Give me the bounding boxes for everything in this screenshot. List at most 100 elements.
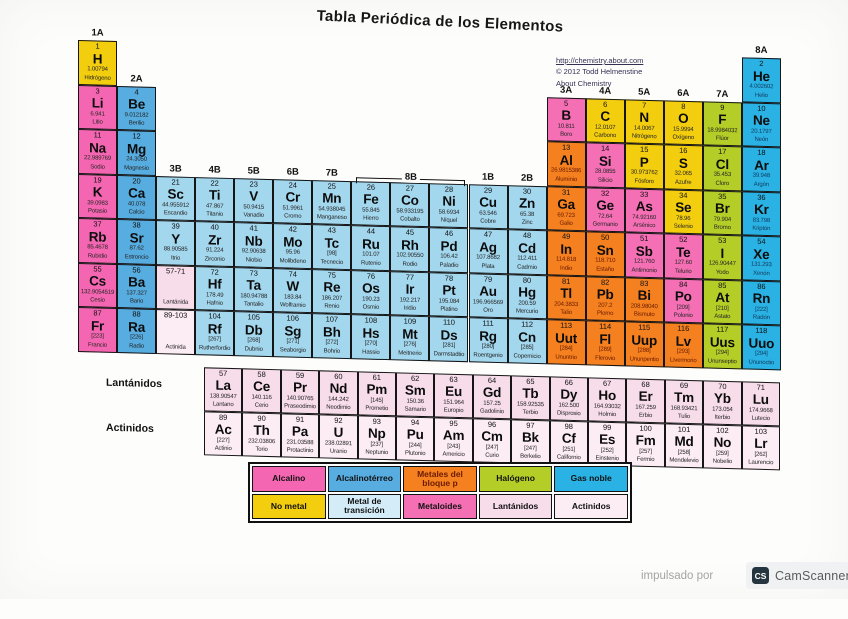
legend-item-lantanido: Lantánidos (478, 493, 553, 519)
atomic-number: 89 (219, 412, 228, 422)
atomic-number: 23 (249, 178, 258, 189)
atomic-mass: [284] (559, 345, 573, 352)
element-name: Wolframio (280, 302, 306, 309)
element-Hs: 108 Hs [270] Hassio (351, 314, 391, 360)
atomic-number: 73 (249, 267, 258, 278)
atomic-mass: 157.25 (483, 400, 501, 407)
atomic-mass: 137.327 (126, 289, 147, 297)
atomic-number: 113 (560, 320, 573, 330)
element-symbol: H (92, 50, 103, 67)
atomic-number: 97 (526, 420, 535, 430)
element-Cs: 55 Cs 132.9054519 Cesio (78, 262, 118, 309)
element-Ni: 28 Ni 58.6934 Níquel (429, 182, 469, 229)
element-symbol: Lv (675, 333, 691, 349)
color-legend: Alcalino Alcalinotérreo Metales del bloque… (248, 462, 632, 523)
element-symbol: Nb (244, 232, 263, 249)
atomic-number: 4 (134, 86, 139, 97)
atomic-mass: 63.546 (479, 210, 497, 217)
element-symbol: Uuo (748, 335, 775, 351)
element-Rf: 104 Rf [267] Rutherfordio (195, 310, 235, 356)
atomic-number: 41 (249, 223, 258, 233)
element-Pb: 82 Pb 207.2 Plomo (585, 275, 625, 322)
element-As: 33 As 74.92160 Arsénico (624, 187, 664, 234)
element-Sm: 62 Sm 150.36 Samario (396, 372, 435, 418)
atomic-mass: 10.811 (557, 123, 575, 130)
atomic-number: 64 (487, 375, 497, 385)
element-symbol: Te (676, 244, 691, 260)
element-symbol: Mo (283, 233, 303, 250)
element-symbol: K (92, 184, 103, 200)
atomic-number: 68 (641, 379, 650, 389)
atomic-mass: 232.03806 (248, 438, 276, 445)
element-symbol: Dy (560, 386, 578, 403)
atomic-mass: [251] (562, 446, 576, 453)
element-symbol: Ga (557, 196, 575, 213)
element-name: Paladio (439, 261, 459, 269)
atomic-mass: [294] (755, 350, 768, 358)
atomic-number: 19 (93, 174, 102, 185)
element-name: Oxígeno (672, 134, 695, 142)
element-symbol: O (678, 110, 689, 126)
atomic-number: 69 (679, 380, 689, 390)
element-Cd: 48 Cd 112.411 Cadmio (507, 229, 547, 275)
atomic-mass: 173.054 (712, 406, 733, 413)
atomic-number: 11 (93, 130, 102, 140)
atomic-mass: 83.798 (752, 217, 771, 224)
element-Sc: 21 Sc 44.955912 Escandio (156, 175, 196, 222)
element-symbol: Uup (631, 331, 658, 348)
atomic-number: 5 (564, 98, 569, 108)
atomic-mass: [259] (716, 450, 729, 457)
atomic-number: 74 (288, 269, 297, 279)
element-Fe: 26 Fe 55.845 Hierro (351, 180, 391, 227)
atomic-mass: 28.0855 (594, 168, 616, 176)
element-name: Plutonio (404, 450, 426, 458)
atomic-number: 118 (755, 325, 768, 336)
atomic-number: 71 (756, 382, 765, 392)
element-name: Tecnecio (320, 258, 344, 266)
element-Si: 14 Si 28.0855 Silicio (585, 142, 625, 188)
element-name: Dubnio (244, 345, 263, 353)
element-symbol: Eu (445, 383, 463, 400)
element-symbol: Ac (214, 421, 232, 438)
atomic-number: 26 (366, 182, 376, 192)
legend-item-bloque-p: Metales del bloque p (403, 466, 477, 492)
element-symbol: N (639, 109, 649, 125)
element-Ir: 77 Ir 192.217 Iridio (390, 270, 430, 317)
atomic-number: 101 (677, 424, 691, 435)
atomic-mass: 186.207 (321, 294, 343, 302)
atomic-mass: 107.8682 (476, 254, 500, 262)
group-label-6B: 6B (286, 165, 299, 178)
atomic-number: 6 (603, 99, 608, 109)
element-symbol: Pd (440, 237, 458, 254)
credits-brand: About Chemistry (556, 78, 612, 88)
atomic-mass: 204.3833 (554, 300, 579, 308)
placeholder-label: Lantánida (163, 299, 189, 306)
element-name: Prometio (365, 405, 389, 413)
element-name: Uranio (329, 448, 347, 456)
atomic-number: 116 (677, 323, 690, 334)
placeholder-57-71: 57-71 Lantánida (156, 264, 196, 311)
element-Cl: 17 Cl 35.453 Cloro (702, 145, 742, 191)
element-symbol: I (720, 245, 725, 261)
element-name: Zirconio (204, 255, 225, 263)
camscanner-icon: CS (752, 567, 769, 584)
element-Pu: 94 Pu [244] Plutonio (396, 416, 435, 462)
atomic-mass: [289] (598, 346, 612, 353)
element-symbol: Tl (560, 285, 572, 301)
element-Rb: 37 Rb 85.4678 Rubidio (78, 218, 118, 264)
atomic-number: 48 (522, 230, 532, 240)
atomic-mass: 40.078 (127, 200, 146, 208)
element-symbol: Ni (442, 193, 456, 209)
atomic-number: 94 (411, 417, 420, 427)
element-symbol: Ru (362, 235, 380, 252)
atomic-number: 109 (403, 316, 417, 326)
element-name: Bohrio (323, 347, 341, 355)
element-Fr: 87 Fr [223] Francio (78, 307, 118, 353)
element-name: Molibdeno (279, 257, 306, 265)
atomic-number: 63 (449, 374, 458, 384)
element-Am: 95 Am [243] Americio (434, 417, 473, 463)
element-symbol: Pb (596, 286, 614, 303)
atomic-mass: 180.94788 (240, 292, 268, 300)
atomic-mass: [209] (676, 304, 690, 311)
element-O: 8 O 15.9994 Oxígeno (663, 99, 703, 146)
